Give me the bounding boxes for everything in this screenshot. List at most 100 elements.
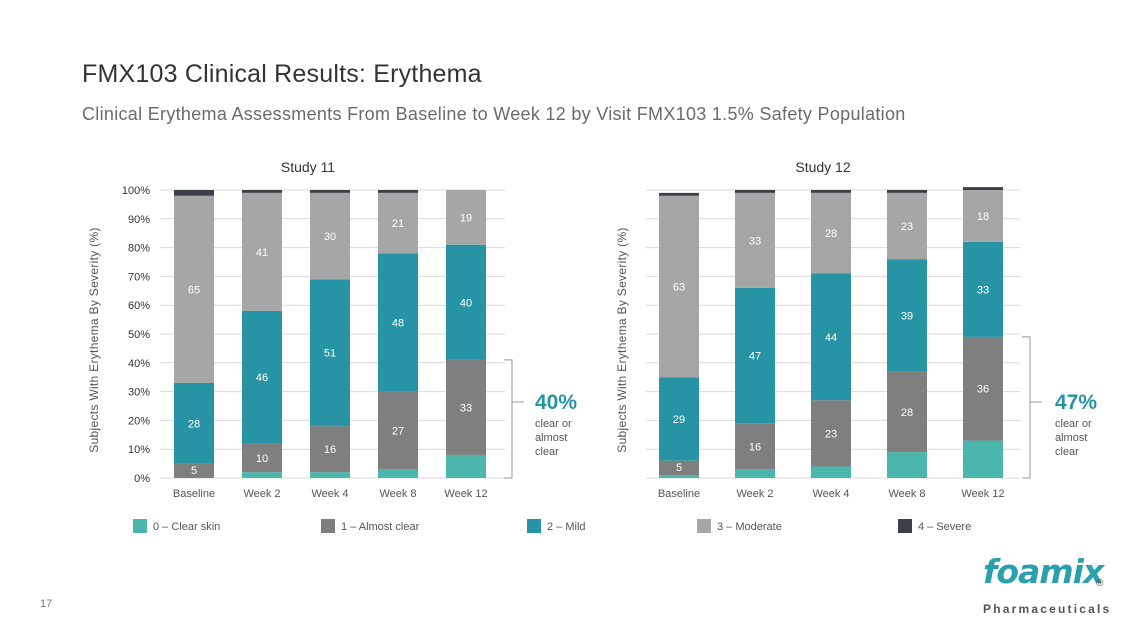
bar-segment <box>310 279 350 427</box>
bar-segment <box>659 192 699 196</box>
bar-segment <box>735 192 775 288</box>
chart-title: Study 11 <box>281 159 335 175</box>
bar-segment <box>310 192 350 280</box>
data-label: 30 <box>324 231 336 243</box>
callout-bracket <box>504 359 513 479</box>
bar-segment <box>887 371 927 453</box>
bar-segment <box>887 190 927 193</box>
bar-segment <box>735 469 775 478</box>
x-tick-label: Week 2 <box>243 488 280 500</box>
bar-segment <box>378 253 418 392</box>
legend-label: 2 – Mild <box>547 521 586 533</box>
bar-segment <box>735 190 775 193</box>
bar-segment <box>811 192 851 274</box>
bar-segment <box>174 190 214 196</box>
legend-swatch <box>321 519 335 533</box>
bar-segment <box>446 244 486 360</box>
data-label: 27 <box>392 425 404 437</box>
data-label: 51 <box>324 348 336 360</box>
y-tick-label: 100% <box>122 185 150 197</box>
x-tick-label: Week 4 <box>812 488 849 500</box>
bar-segment <box>659 377 699 461</box>
x-tick-label: Week 8 <box>888 488 925 500</box>
bar-segment <box>378 190 418 193</box>
y-tick-label: 20% <box>128 415 150 427</box>
legend-swatch <box>697 519 711 533</box>
x-tick-label: Week 2 <box>736 488 773 500</box>
y-tick-label: 60% <box>128 300 150 312</box>
bar-segment <box>963 241 1003 337</box>
bar-segment <box>378 391 418 470</box>
x-tick-label: Week 4 <box>311 488 348 500</box>
y-tick-label: 80% <box>128 243 150 255</box>
bar-segment <box>446 359 486 455</box>
logo-wordmark: foamix <box>983 552 1104 591</box>
data-label: 28 <box>825 228 837 240</box>
data-label: 5 <box>191 465 197 477</box>
bar-segment <box>310 426 350 473</box>
x-tick-label: Baseline <box>173 488 215 500</box>
data-label: 18 <box>977 211 989 223</box>
page-subtitle: Clinical Erythema Assessments From Basel… <box>82 104 906 124</box>
bar-segment <box>735 423 775 470</box>
data-label: 40 <box>460 297 472 309</box>
bar-segment <box>659 195 699 378</box>
bar-segment <box>735 287 775 424</box>
x-tick-label: Week 12 <box>961 488 1004 500</box>
bar-segment <box>811 466 851 478</box>
page-number: 17 <box>40 598 53 610</box>
y-tick-label: 40% <box>128 358 150 370</box>
data-label: 33 <box>977 284 989 296</box>
data-label: 48 <box>392 317 404 329</box>
bar-segment <box>378 192 418 254</box>
data-label: 16 <box>749 441 761 453</box>
data-label: 33 <box>749 235 761 247</box>
bar-segment <box>887 192 927 260</box>
data-label: 39 <box>901 310 913 322</box>
data-label: 10 <box>256 453 268 465</box>
callout-value: 47% <box>1055 391 1097 414</box>
data-label: 23 <box>825 428 837 440</box>
bar-segment <box>963 187 1003 190</box>
bar-segment <box>174 195 214 383</box>
bar-segment <box>446 190 486 245</box>
bar-segment <box>659 475 699 478</box>
data-label: 21 <box>392 218 404 230</box>
data-label: 28 <box>901 407 913 419</box>
data-label: 5 <box>676 462 682 474</box>
y-tick-label: 0% <box>134 473 150 485</box>
bar-segment <box>174 463 214 478</box>
data-label: 46 <box>256 372 268 384</box>
legend-swatch <box>133 519 147 533</box>
callout-text: clear <box>1055 446 1079 458</box>
data-label: 65 <box>188 284 200 296</box>
legend-label: 4 – Severe <box>918 521 971 533</box>
bar-segment <box>887 452 927 478</box>
y-tick-label: 90% <box>128 214 150 226</box>
data-label: 29 <box>673 414 685 426</box>
y-tick-label: 10% <box>128 444 150 456</box>
logo-subtitle: Pharmaceuticals <box>983 602 1112 616</box>
data-label: 44 <box>825 332 837 344</box>
legend-swatch <box>898 519 912 533</box>
data-label: 36 <box>977 384 989 396</box>
data-label: 19 <box>460 212 472 224</box>
legend-label: 0 – Clear skin <box>153 521 220 533</box>
callout-text: almost <box>1055 432 1087 444</box>
data-label: 41 <box>256 247 268 259</box>
logo-registered-mark: ® <box>1096 578 1104 589</box>
bar-segment <box>310 472 350 478</box>
data-label: 47 <box>749 351 761 363</box>
bar-segment <box>242 190 282 193</box>
page-title: FMX103 Clinical Results: Erythema <box>82 60 482 88</box>
legend-swatch <box>527 519 541 533</box>
company-logo: foamix ® Pharmaceuticals <box>980 552 1112 620</box>
bar-segment <box>446 454 486 478</box>
bar-segment <box>242 443 282 473</box>
bar-segment <box>242 192 282 311</box>
bar-segment <box>310 190 350 193</box>
bar-segment <box>811 190 851 193</box>
callout-value: 40% <box>535 391 577 414</box>
y-tick-label: 30% <box>128 387 150 399</box>
